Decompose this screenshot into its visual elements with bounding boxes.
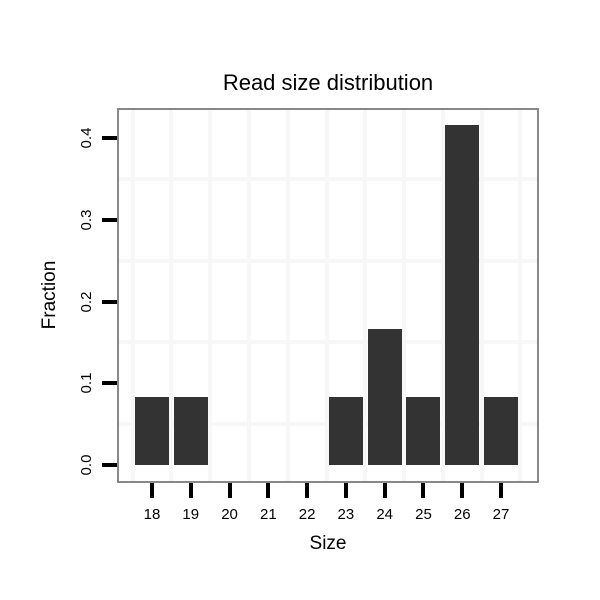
grid-line-vertical	[130, 110, 135, 481]
x-axis-tick	[266, 483, 271, 498]
y-axis-tick	[102, 299, 117, 304]
x-axis-tick	[227, 483, 232, 498]
y-axis-tick-label: 0.1	[78, 372, 95, 394]
y-axis-tick	[102, 136, 117, 141]
grid-line-horizontal	[119, 177, 537, 182]
x-axis-tick	[460, 483, 465, 498]
x-axis-tick-label: 27	[492, 506, 510, 523]
bar-size-19	[173, 397, 208, 465]
bar-size-24	[367, 329, 402, 465]
grid-line-vertical	[479, 110, 484, 481]
grid-line-vertical	[324, 110, 329, 481]
grid-line-horizontal	[119, 422, 537, 427]
x-axis-tick	[343, 483, 348, 498]
bar-size-26	[445, 125, 480, 465]
x-axis-tick-label: 19	[182, 506, 200, 523]
y-axis-tick-label: 0.3	[78, 209, 95, 231]
y-axis-tick	[102, 463, 117, 467]
bar-size-23	[328, 397, 363, 465]
x-axis-tick-label: 24	[376, 506, 394, 523]
x-axis-tick	[150, 483, 154, 498]
grid-line-vertical	[246, 110, 251, 481]
x-axis-tick	[382, 483, 387, 498]
x-axis-tick	[421, 483, 426, 498]
bar-size-25	[406, 397, 441, 465]
x-axis-tick-label: 21	[259, 506, 277, 523]
plot-panel	[117, 108, 539, 483]
grid-line-vertical	[440, 110, 445, 481]
bar-size-27	[484, 397, 519, 465]
x-axis-tick-label: 26	[453, 506, 471, 523]
grid-line-vertical	[169, 110, 174, 481]
x-axis-tick	[305, 483, 310, 498]
grid-line-vertical	[402, 110, 407, 481]
grid-line-horizontal	[119, 340, 537, 345]
y-axis-tick-label: 0.2	[78, 291, 95, 313]
x-axis-tick-label: 20	[221, 506, 238, 523]
y-axis-label: Fraction	[39, 260, 60, 330]
x-axis-tick-label: 23	[337, 506, 355, 523]
y-axis-tick-label: 0.0	[78, 454, 95, 476]
x-axis-tick	[499, 483, 504, 498]
x-axis-label: Size	[309, 533, 347, 554]
y-axis-tick	[102, 217, 117, 222]
grid-line-vertical	[518, 110, 523, 481]
grid-line-vertical	[285, 110, 290, 481]
grid-line-vertical	[363, 110, 368, 481]
x-axis-tick-label: 22	[298, 506, 316, 523]
y-axis-tick	[102, 381, 117, 386]
bar-size-18	[135, 397, 169, 465]
x-axis-tick-label: 25	[415, 506, 432, 523]
chart-title: Read size distribution	[222, 70, 434, 95]
x-axis-tick	[188, 483, 193, 498]
x-axis-tick-label: 18	[143, 506, 161, 523]
y-axis-tick-label: 0.4	[78, 127, 95, 149]
grid-line-horizontal	[119, 258, 537, 263]
grid-line-vertical	[208, 110, 213, 481]
